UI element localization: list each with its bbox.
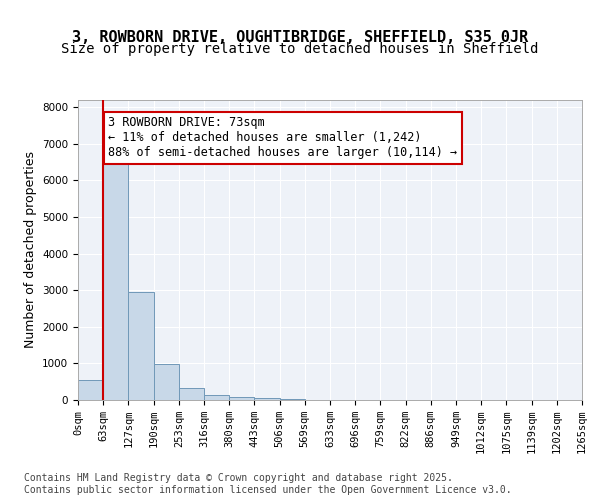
- Text: 3 ROWBORN DRIVE: 73sqm
← 11% of detached houses are smaller (1,242)
88% of semi-: 3 ROWBORN DRIVE: 73sqm ← 11% of detached…: [108, 116, 457, 160]
- Bar: [103, 164, 128, 400]
- Bar: [229, 398, 254, 400]
- Text: 3, ROWBORN DRIVE, OUGHTIBRIDGE, SHEFFIELD, S35 0JR: 3, ROWBORN DRIVE, OUGHTIBRIDGE, SHEFFIEL…: [72, 30, 528, 45]
- Bar: [128, 292, 154, 400]
- Y-axis label: Number of detached properties: Number of detached properties: [23, 152, 37, 348]
- Bar: [78, 380, 103, 400]
- Bar: [154, 364, 179, 400]
- Bar: [204, 394, 229, 400]
- Text: Size of property relative to detached houses in Sheffield: Size of property relative to detached ho…: [61, 42, 539, 56]
- Bar: [179, 388, 204, 400]
- Text: Contains HM Land Registry data © Crown copyright and database right 2025.
Contai: Contains HM Land Registry data © Crown c…: [24, 474, 512, 495]
- Bar: [254, 398, 280, 400]
